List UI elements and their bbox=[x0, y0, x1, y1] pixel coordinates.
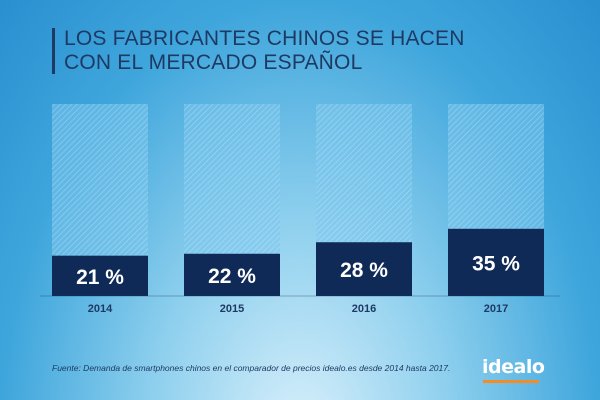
value-label-2016: 28 % bbox=[340, 259, 388, 282]
bar-2015 bbox=[184, 253, 280, 296]
bar-2014 bbox=[52, 255, 148, 296]
x-tick-label-2017: 2017 bbox=[484, 303, 508, 315]
value-label-2017: 35 % bbox=[472, 252, 520, 275]
source-footnote: Fuente: Demanda de smartphones chinos en… bbox=[52, 363, 451, 373]
bar-2016 bbox=[316, 242, 412, 296]
value-label-2014: 21 % bbox=[76, 266, 124, 289]
title-accent-bar bbox=[52, 28, 55, 74]
value-label-2015: 22 % bbox=[208, 265, 256, 288]
bar-2017 bbox=[448, 228, 544, 296]
idealo-logo: idealo bbox=[482, 356, 545, 378]
chart-title: LOS FABRICANTES CHINOS SE HACEN CON EL M… bbox=[64, 27, 484, 75]
chart-title-line-1: LOS FABRICANTES CHINOS SE HACEN bbox=[64, 27, 465, 50]
x-tick-label-2015: 2015 bbox=[220, 303, 244, 315]
logo-underline bbox=[483, 380, 539, 383]
x-tick-label-2016: 2016 bbox=[352, 303, 376, 315]
chart-title-line-2: CON EL MERCADO ESPAÑOL bbox=[64, 51, 363, 74]
x-tick-label-2014: 2014 bbox=[88, 303, 113, 315]
